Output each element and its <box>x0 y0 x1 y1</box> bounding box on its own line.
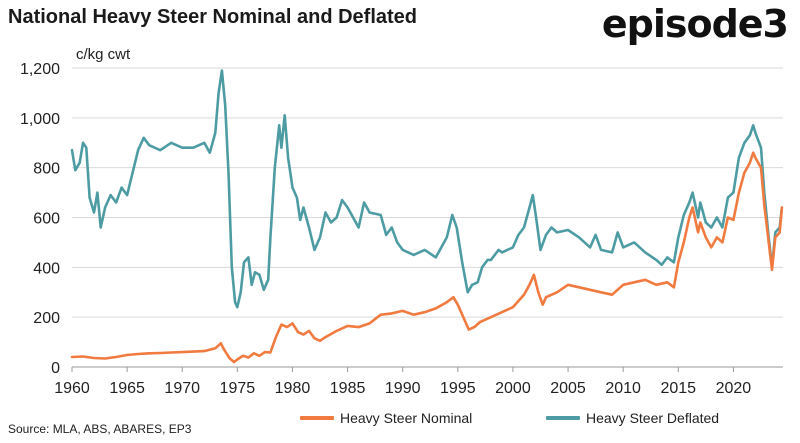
legend-swatch-deflated <box>546 416 580 420</box>
y-tick-label: 1,200 <box>20 61 60 78</box>
y-axis-ticks: 0 200 400 600 800 1,000 1,200 <box>20 61 60 377</box>
y-axis-label: c/kg cwt <box>76 46 131 63</box>
series-group <box>70 69 784 364</box>
x-tick-label: 1965 <box>109 380 145 397</box>
x-tick-label: 1975 <box>220 380 256 397</box>
x-tick-label: 2015 <box>660 380 696 397</box>
y-tick-label: 800 <box>33 161 60 178</box>
grid-lines <box>72 67 783 318</box>
x-tick-label: 1970 <box>164 380 200 397</box>
series-line-nominal <box>70 151 784 364</box>
legend-item-deflated: Heavy Steer Deflated <box>546 410 719 426</box>
source-note: Source: MLA, ABS, ABARES, EP3 <box>8 422 192 436</box>
y-tick-label: 1,000 <box>20 111 60 128</box>
x-tick-label: 2020 <box>716 380 752 397</box>
legend-item-nominal: Heavy Steer Nominal <box>300 410 472 426</box>
legend-label-nominal: Heavy Steer Nominal <box>340 410 473 426</box>
x-tick-label: 2010 <box>605 380 641 397</box>
legend-swatch-nominal <box>300 416 334 420</box>
x-tick-label: 1980 <box>275 380 311 397</box>
series-line-deflated <box>70 69 784 309</box>
x-tick-label: 2000 <box>495 380 531 397</box>
y-tick-label: 400 <box>33 260 60 277</box>
legend-label-deflated: Heavy Steer Deflated <box>586 410 720 426</box>
x-tick-label: 2005 <box>550 380 586 397</box>
brand-logo: episode3 <box>601 2 789 46</box>
x-tick-label: 1985 <box>330 380 366 397</box>
y-tick-label: 600 <box>33 211 60 228</box>
y-tick-label: 200 <box>33 310 60 327</box>
chart-title: National Heavy Steer Nominal and Deflate… <box>8 6 418 28</box>
x-tick-label: 1995 <box>440 380 476 397</box>
y-tick-label: 0 <box>51 360 60 377</box>
x-tick-label: 1960 <box>54 380 90 397</box>
x-axis-ticks: 1960 1965 1970 1975 1980 1985 1990 1995 2000 2005… <box>54 366 783 397</box>
x-tick-label: 1990 <box>385 380 421 397</box>
